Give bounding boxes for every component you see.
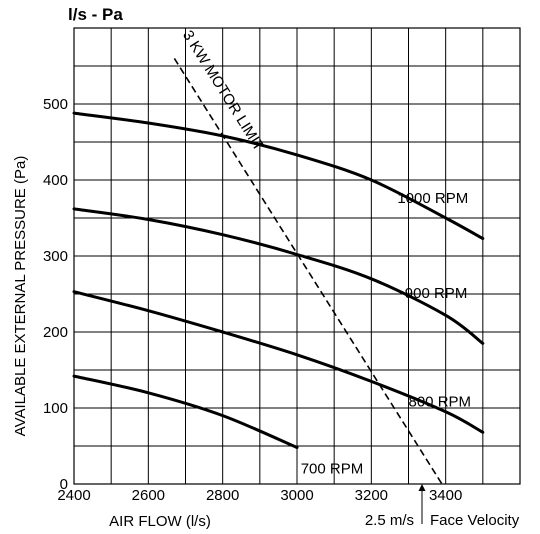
- curve-900-rpm: [72, 207, 485, 345]
- x-tick-label: 2600: [132, 487, 165, 504]
- curve-label-700-rpm: 700 RPM: [301, 460, 364, 477]
- curve-1000-rpm: [72, 111, 485, 240]
- y-tick-label: 0: [60, 476, 68, 493]
- y-axis-title: AVAILABLE EXTERNAL PRESSURE (Pa): [12, 156, 29, 437]
- x-tick-label: 3200: [355, 487, 388, 504]
- y-tick-label: 300: [43, 248, 68, 265]
- curve-700-rpm: [72, 374, 299, 449]
- chart-title: l/s - Pa: [68, 5, 123, 24]
- x-tick-label: 2400: [57, 487, 90, 504]
- curve-800-rpm: [72, 290, 485, 434]
- motor-limit-line: [173, 57, 443, 485]
- curve-label-800-rpm: 800 RPM: [409, 393, 472, 410]
- face-velocity-arrow-icon: [418, 484, 426, 491]
- grid: [73, 27, 521, 485]
- y-tick-label: 200: [43, 324, 68, 341]
- x-tick-labels: 2400 2600 2800 3000 3200 3400: [57, 487, 462, 504]
- x-axis-title: AIR FLOW (l/s): [109, 513, 211, 530]
- x-tick-label: 3000: [280, 487, 313, 504]
- face-velocity-label: Face Velocity: [430, 512, 520, 529]
- face-velocity-annotation: 2.5 m/s Face Velocity: [365, 484, 520, 529]
- y-tick-label: 400: [43, 172, 68, 189]
- x-tick-label: 3400: [429, 487, 462, 504]
- face-velocity-value: 2.5 m/s: [365, 512, 414, 529]
- y-tick-labels: 0 100 200 300 400 500: [43, 96, 68, 493]
- fan-curves: 1000 RPM 900 RPM 800 RPM 700 RPM: [72, 111, 485, 477]
- y-tick-label: 100: [43, 400, 68, 417]
- y-tick-label: 500: [43, 96, 68, 113]
- curve-label-900-rpm: 900 RPM: [405, 285, 468, 302]
- curve-label-1000-rpm: 1000 RPM: [397, 190, 468, 207]
- x-tick-label: 2800: [206, 487, 239, 504]
